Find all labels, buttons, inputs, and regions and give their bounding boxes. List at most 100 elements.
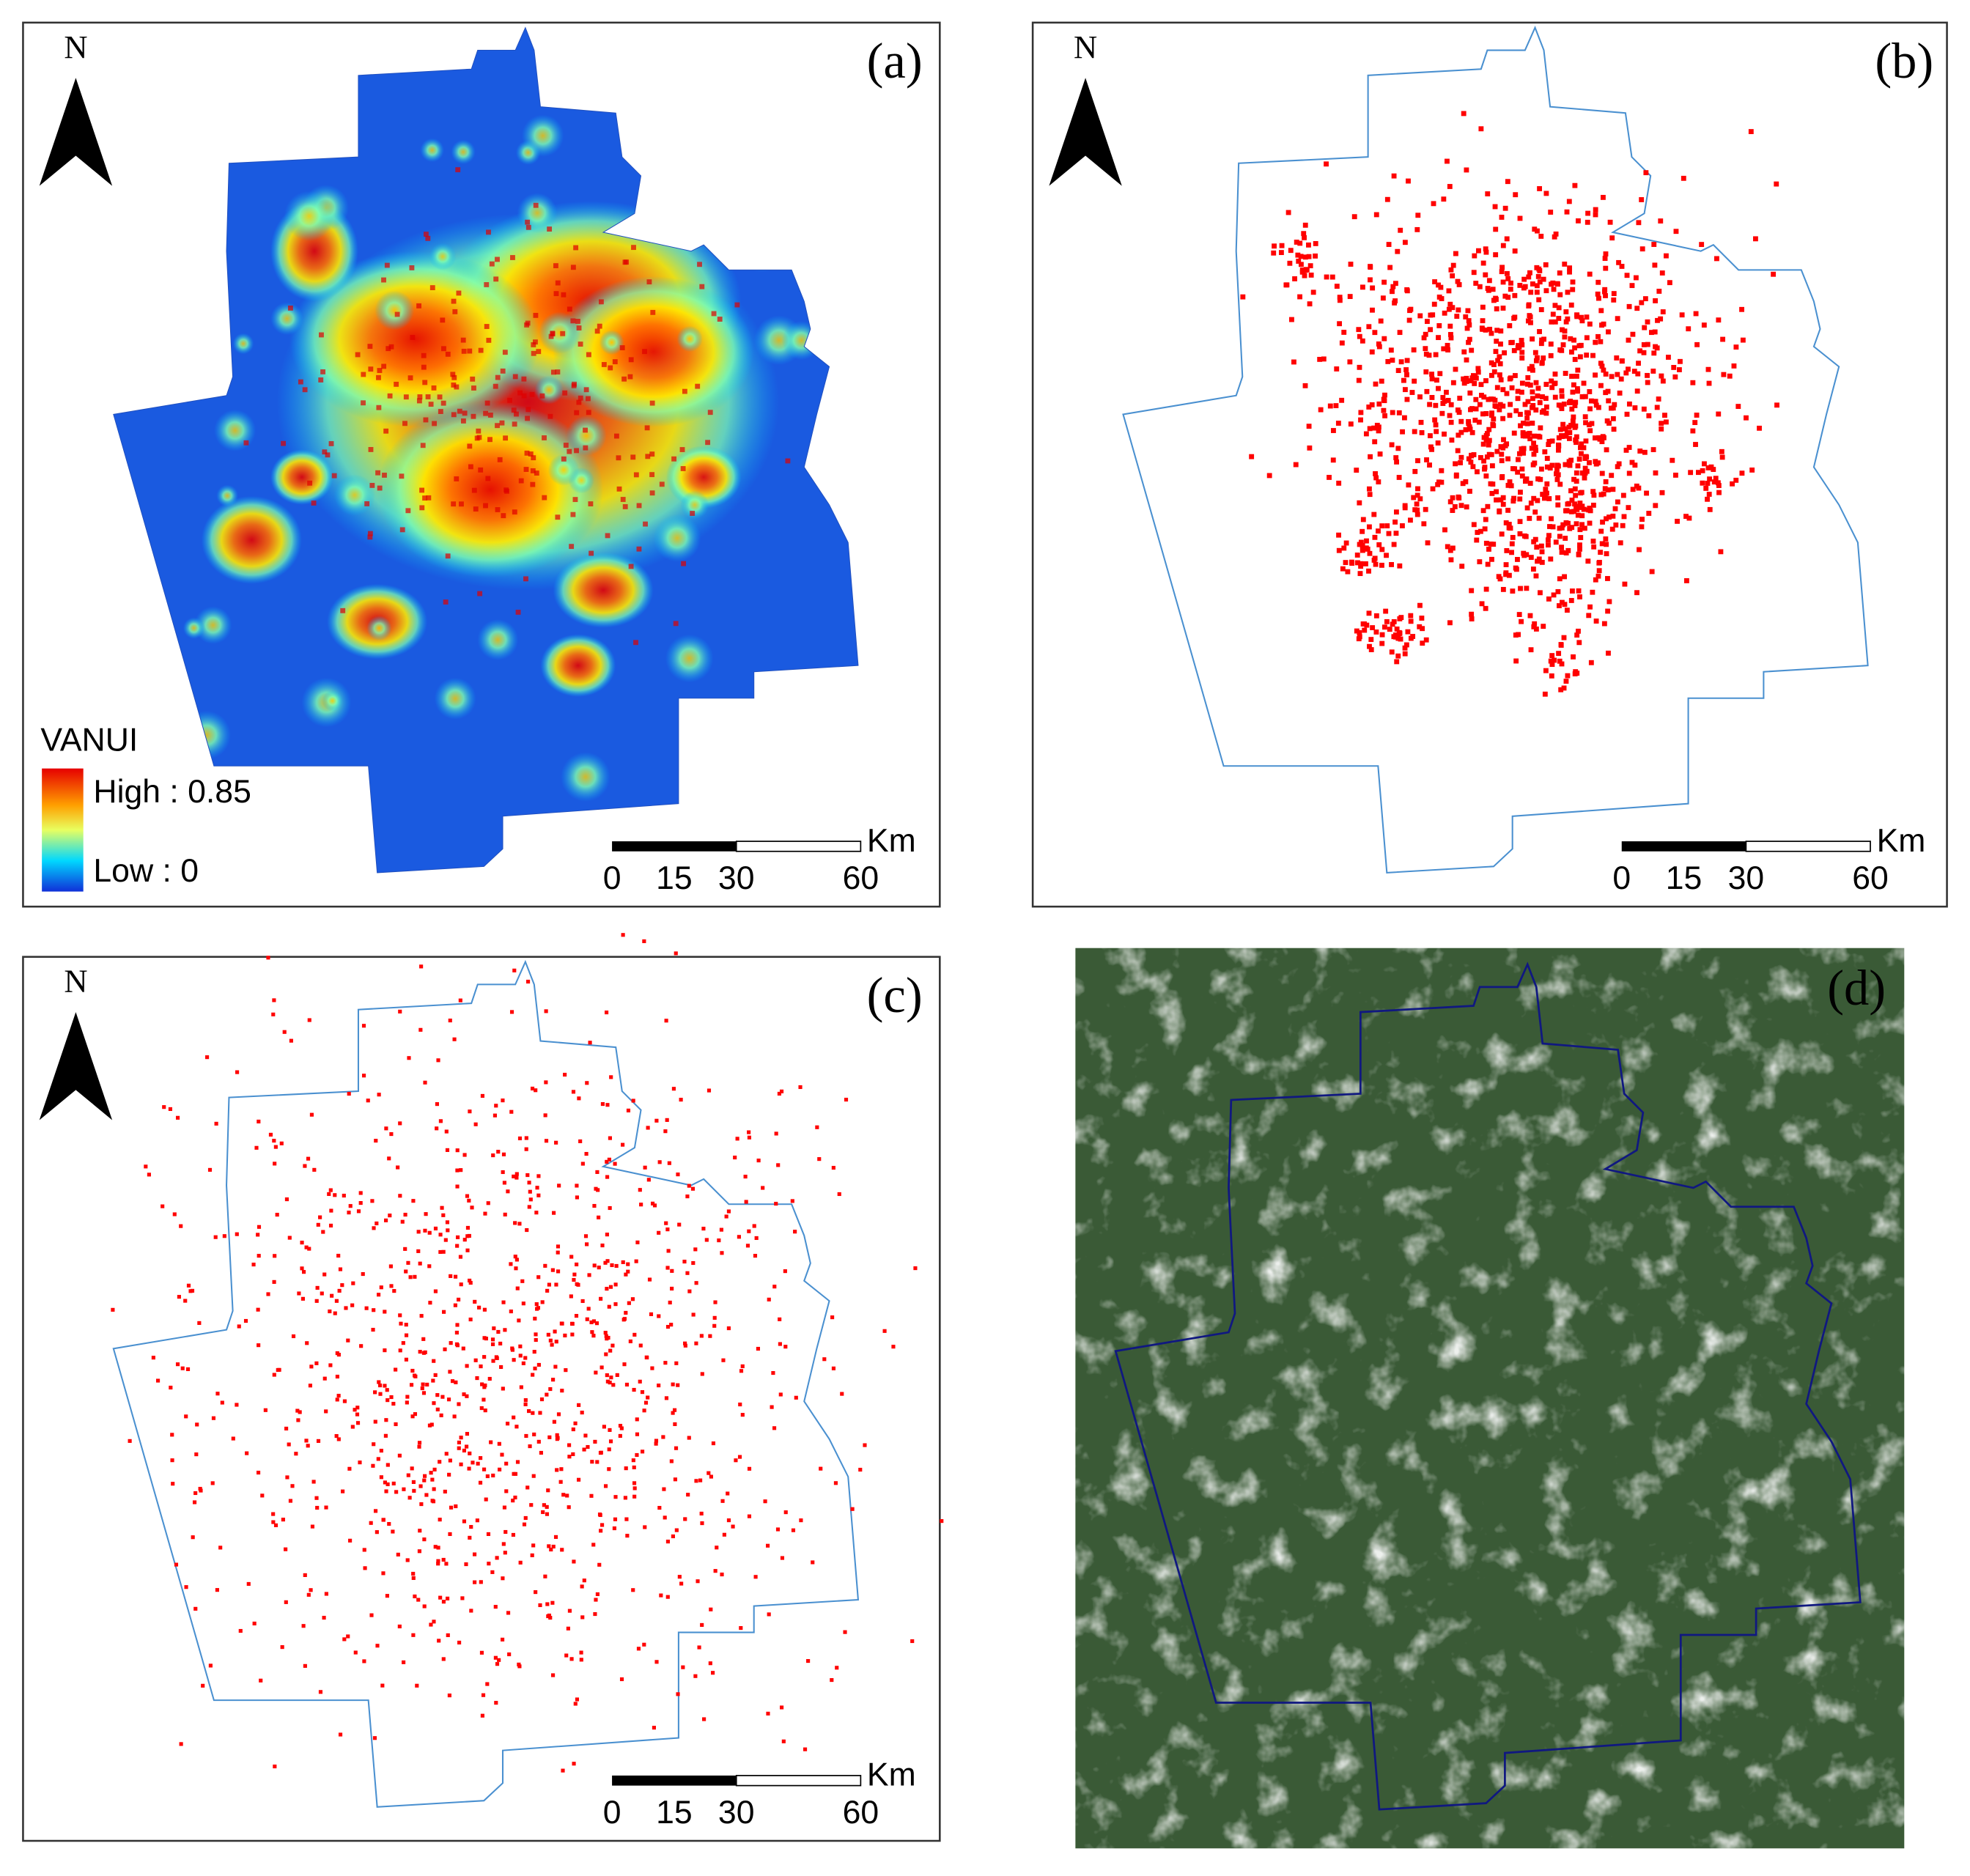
urban-pixel bbox=[531, 1411, 535, 1415]
scale-tick-label: 60 bbox=[843, 1795, 879, 1831]
urban-pixel bbox=[450, 1379, 455, 1384]
urban-pixel bbox=[1271, 250, 1277, 256]
urban-pixel bbox=[1531, 451, 1537, 457]
scale-tick-label: 30 bbox=[718, 860, 755, 896]
urban-pixel bbox=[369, 1613, 374, 1617]
urban-pixel bbox=[1296, 259, 1302, 264]
urban-pixel bbox=[1363, 431, 1369, 437]
urban-pixel bbox=[1266, 473, 1272, 479]
satellite-image bbox=[1075, 948, 1905, 1849]
urban-pixel bbox=[1456, 282, 1462, 287]
urban-pixel bbox=[1395, 635, 1401, 641]
urban-pixel bbox=[1433, 352, 1439, 358]
urban-pixel bbox=[1538, 425, 1543, 431]
urban-pixel bbox=[276, 1367, 280, 1373]
urban-pixel bbox=[260, 1493, 265, 1498]
urban-pixel bbox=[1537, 329, 1542, 334]
urban-pixel bbox=[631, 1098, 635, 1103]
urban-pixel bbox=[1371, 557, 1377, 563]
urban-pixel bbox=[411, 1576, 416, 1581]
urban-pixel bbox=[1702, 461, 1707, 467]
urban-pixel bbox=[483, 1408, 487, 1413]
urban-pixel bbox=[1341, 545, 1347, 551]
urban-pixel bbox=[1595, 291, 1601, 297]
urban-pixel bbox=[1555, 463, 1561, 469]
urban-pixel bbox=[1382, 624, 1387, 630]
urban-pixel bbox=[1560, 342, 1566, 347]
urban-pixel bbox=[514, 1266, 518, 1271]
urban-pixel bbox=[1557, 426, 1563, 432]
heat-pixel bbox=[429, 285, 435, 291]
urban-pixel bbox=[1598, 308, 1604, 314]
urban-pixel bbox=[524, 1147, 528, 1151]
urban-pixel bbox=[1639, 517, 1645, 522]
urban-pixel bbox=[1645, 319, 1650, 325]
urban-pixel bbox=[284, 1600, 288, 1604]
urban-pixel bbox=[1441, 196, 1447, 202]
urban-pixel bbox=[1560, 327, 1565, 333]
urban-pixel bbox=[697, 1645, 701, 1650]
urban-pixel bbox=[1401, 415, 1407, 421]
urban-pixel bbox=[1549, 653, 1555, 659]
urban-pixel bbox=[482, 1336, 487, 1340]
urban-pixel bbox=[1579, 470, 1585, 476]
urban-pixel bbox=[1349, 561, 1355, 566]
urban-pixel bbox=[1483, 605, 1488, 611]
urban-pixel bbox=[1420, 640, 1425, 646]
urban-pixel bbox=[1560, 421, 1566, 427]
urban-pixel bbox=[197, 1321, 202, 1325]
legend-title: VANUI bbox=[40, 723, 138, 758]
urban-pixel bbox=[1397, 330, 1403, 336]
urban-pixel bbox=[1587, 604, 1593, 610]
heat-pixel bbox=[484, 282, 490, 287]
urban-pixel bbox=[215, 1392, 220, 1396]
urban-pixel bbox=[429, 1422, 434, 1427]
urban-pixel bbox=[525, 979, 531, 984]
urban-pixel bbox=[1559, 433, 1564, 438]
heat-pixel bbox=[589, 550, 594, 556]
urban-pixel bbox=[683, 1517, 687, 1521]
urban-pixel bbox=[476, 1461, 480, 1466]
urban-pixel bbox=[652, 1203, 657, 1208]
urban-pixel bbox=[1553, 231, 1559, 237]
urban-pixel bbox=[1486, 278, 1492, 284]
urban-pixel bbox=[1357, 542, 1362, 547]
urban-pixel bbox=[840, 1392, 844, 1396]
urban-pixel bbox=[1354, 468, 1360, 473]
urban-pixel bbox=[438, 1233, 443, 1237]
urban-pixel bbox=[1358, 410, 1364, 416]
urban-pixel bbox=[1621, 514, 1627, 520]
urban-pixel bbox=[1520, 430, 1526, 435]
urban-pixel bbox=[1367, 426, 1373, 432]
urban-pixel bbox=[1468, 459, 1474, 465]
urban-pixel bbox=[1453, 366, 1458, 372]
urban-pixel bbox=[1389, 442, 1395, 448]
urban-pixel bbox=[1543, 191, 1549, 196]
urban-pixel bbox=[560, 1321, 564, 1326]
urban-pixel bbox=[608, 1381, 612, 1385]
urban-pixel bbox=[1507, 323, 1513, 328]
urban-pixel bbox=[1706, 492, 1712, 497]
urban-pixel bbox=[1537, 279, 1543, 285]
urban-pixel bbox=[328, 1223, 333, 1227]
urban-pixel bbox=[1391, 618, 1397, 624]
urban-pixel bbox=[1497, 372, 1502, 378]
urban-pixel bbox=[1593, 212, 1598, 218]
urban-pixel bbox=[1428, 327, 1434, 333]
urban-pixel bbox=[1327, 403, 1333, 409]
urban-pixel bbox=[403, 1212, 407, 1217]
urban-pixel bbox=[1552, 303, 1558, 309]
urban-pixel bbox=[465, 1194, 470, 1198]
urban-pixel bbox=[211, 1416, 216, 1420]
urban-pixel bbox=[700, 1372, 704, 1376]
urban-pixel bbox=[1602, 486, 1608, 492]
urban-pixel bbox=[1376, 341, 1381, 347]
scale-tick-label: 0 bbox=[603, 860, 621, 896]
heat-pixel bbox=[420, 443, 426, 448]
urban-pixel bbox=[1447, 184, 1453, 189]
urban-pixel bbox=[1517, 215, 1523, 221]
urban-pixel bbox=[1670, 457, 1675, 463]
urban-pixel bbox=[404, 1269, 408, 1274]
urban-pixel bbox=[1605, 487, 1611, 492]
